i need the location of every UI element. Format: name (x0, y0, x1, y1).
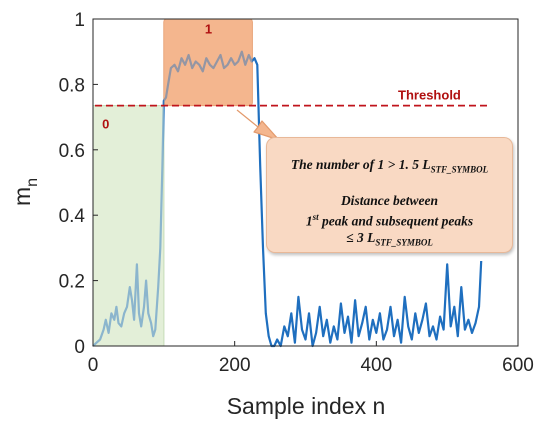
callout-line-1: The number of 1 > 1. 5 LSTF_SYMBOL (290, 157, 489, 175)
criteria-callout: The number of 1 > 1. 5 LSTF_SYMBOL Dista… (266, 137, 513, 253)
x-tick-label: 200 (219, 355, 251, 376)
x-tick-label: 600 (502, 355, 534, 376)
y-tick-label: 0.6 (59, 141, 85, 162)
region-zero-overlay (93, 105, 164, 346)
x-axis-label: Sample index n (227, 393, 386, 419)
y-tick-label: 0.4 (59, 206, 86, 227)
y-tick-label: 0 (74, 337, 85, 358)
y-tick-label: 0.2 (59, 272, 85, 293)
callout-line-4: ≤ 3 LSTF_SYMBOL (346, 230, 433, 248)
callout-arrow (236, 109, 280, 141)
y-tick-label: 0.8 (59, 75, 85, 96)
plot-frame (92, 18, 519, 347)
region-one-overlay (163, 19, 253, 106)
x-tick-label: 0 (88, 355, 99, 376)
svg-text:mn: mn (9, 178, 41, 206)
y-tick-label: 1 (74, 10, 85, 31)
axis-tick-labels: 0 200 400 600 0 0.2 0.4 0.6 0.8 1 (59, 10, 534, 376)
region-zero-label: 0 (102, 117, 109, 132)
region-one-label: 1 (205, 22, 212, 37)
callout-line-2: Distance between (340, 192, 439, 208)
y-axis-label: mn (9, 178, 41, 206)
x-tick-label: 400 (360, 355, 392, 376)
axis-ticks (92, 18, 519, 347)
threshold-label: Threshold (398, 88, 461, 103)
y-axis-label-main: m (9, 187, 35, 206)
callout-line-3: 1st peak and subsequent peaks (305, 211, 474, 229)
y-axis-label-sub: n (24, 178, 41, 187)
